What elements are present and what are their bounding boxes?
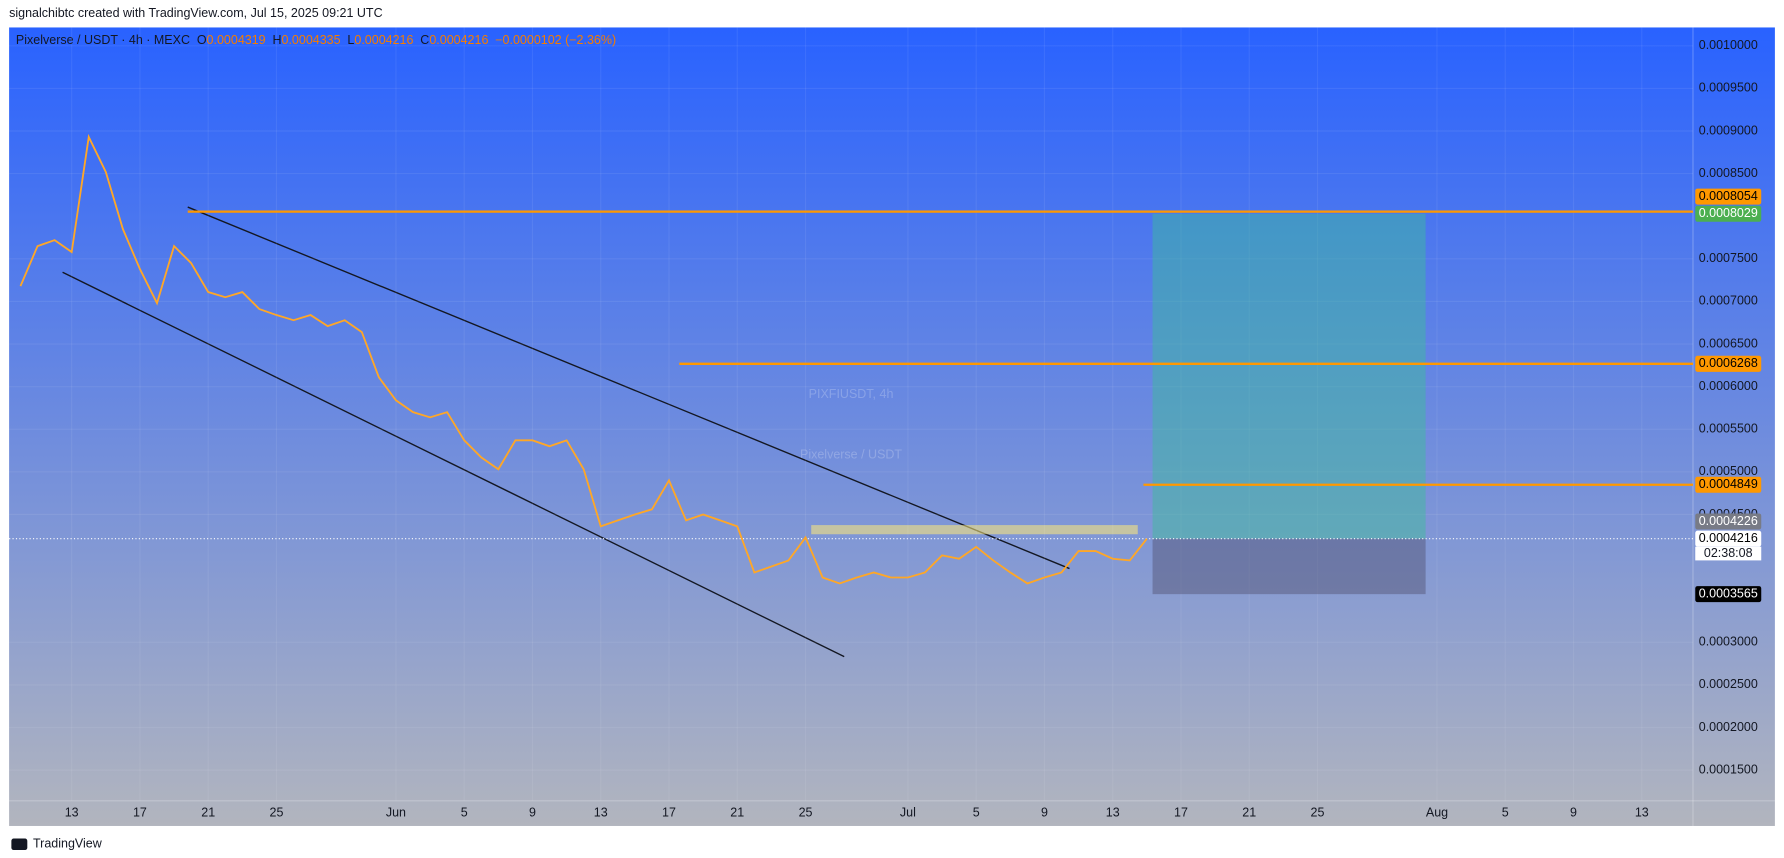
y-tick-label: 0.0006000 <box>1699 379 1758 393</box>
x-tick-label: 13 <box>65 806 79 820</box>
x-tick-label: Jun <box>386 806 406 820</box>
price-tag-label: 0.0008029 <box>1699 206 1758 220</box>
ohlc-value: 0.0004216 <box>354 33 413 47</box>
watermark-name: Pixelverse / USDT <box>800 448 902 462</box>
watermark-symbol: PIXFIUSDT, 4h <box>809 387 894 401</box>
price-tag <box>1695 205 1762 222</box>
x-tick-label: 9 <box>1041 806 1048 820</box>
price-tag-label: 0.0004849 <box>1699 477 1758 491</box>
price-tag-label: 0.0006268 <box>1699 356 1758 370</box>
ohlc-value: 0.0004319 <box>207 33 266 47</box>
y-tick-label: 0.0005000 <box>1699 464 1758 478</box>
y-tick-label: 0.0002500 <box>1699 677 1758 691</box>
ohlc-value: 0.0004216 <box>429 33 488 47</box>
y-tick-label: 0.0008500 <box>1699 166 1758 180</box>
price-tag-label: 0.0004226 <box>1699 514 1758 528</box>
x-tick-label: 5 <box>973 806 980 820</box>
legend: Pixelverse / USDT · 4h · MEXC O0.0004319 H… <box>16 33 616 47</box>
y-tick-label: 0.0009500 <box>1699 81 1758 95</box>
y-tick-label: 0.0010000 <box>1699 38 1758 52</box>
x-tick-label: 9 <box>1570 806 1577 820</box>
y-tick-label: 0.0001500 <box>1699 762 1758 776</box>
credit: signalchibtc created with TradingView.co… <box>9 6 383 20</box>
x-tick-label: 17 <box>133 806 147 820</box>
y-tick-label: 0.0003000 <box>1699 635 1758 649</box>
target-zone <box>1152 213 1426 539</box>
price-tag <box>1695 586 1762 603</box>
legend-symbol: Pixelverse / USDT · 4h · MEXC <box>16 33 190 47</box>
price-tag <box>1695 355 1762 372</box>
stop-zone <box>1152 538 1426 595</box>
watermark: PIXFIUSDT, 4h Pixelverse / USDT <box>800 387 902 462</box>
price-tag <box>1695 476 1762 493</box>
x-tick-label: 21 <box>1242 806 1256 820</box>
drawings <box>62 206 1138 658</box>
y-tick-label: 0.0009000 <box>1699 123 1758 137</box>
x-tick-label: 17 <box>662 806 676 820</box>
x-tick-label: 13 <box>1106 806 1120 820</box>
footer-logo: TradingView <box>11 837 103 851</box>
y-tick-label: 0.0007500 <box>1699 251 1758 265</box>
y-tick-label: 0.0006500 <box>1699 336 1758 350</box>
x-tick-label: 25 <box>270 806 284 820</box>
ohlc-label: C <box>420 33 429 47</box>
ohlc-label: H <box>272 33 281 47</box>
x-tick-label: 5 <box>461 806 468 820</box>
x-tick-label: Jul <box>900 806 916 820</box>
price-line <box>19 133 1148 585</box>
x-tick-label: 13 <box>1635 806 1649 820</box>
x-tick-label: Aug <box>1426 806 1448 820</box>
ohlc-value: 0.0004335 <box>282 33 341 47</box>
price-tag-label: 0.0003565 <box>1699 586 1758 600</box>
price-tag <box>1695 513 1762 530</box>
price-tag-label: 0.0004216 <box>1699 531 1758 545</box>
breakout-zone <box>811 525 1138 535</box>
x-tick-label: 9 <box>529 806 536 820</box>
logo-icon <box>11 838 28 850</box>
countdown: 02:38:08 <box>1704 546 1753 560</box>
price-tag-label: 0.0008054 <box>1699 189 1758 203</box>
ohlc-label: L <box>347 33 354 47</box>
legend-change: −0.0000102 (−2.36%) <box>495 33 616 47</box>
x-tick-label: 25 <box>1311 806 1325 820</box>
x-tick-label: 21 <box>730 806 744 820</box>
channel-lower <box>62 271 845 658</box>
channel-upper <box>187 206 1070 570</box>
y-tick-label: 0.0005500 <box>1699 422 1758 436</box>
countdown-box <box>1695 546 1762 561</box>
y-tick-label: 0.0002000 <box>1699 720 1758 734</box>
x-tick-label: 13 <box>594 806 608 820</box>
brand: TradingView <box>33 837 103 851</box>
x-tick-label: 5 <box>1502 806 1509 820</box>
x-tick-label: 25 <box>799 806 813 820</box>
x-tick-label: 21 <box>201 806 215 820</box>
price-tag <box>1695 188 1762 205</box>
chart-background <box>9 27 1775 826</box>
x-tick-label: 17 <box>1174 806 1188 820</box>
price-tag <box>1695 530 1762 547</box>
y-tick-label: 0.0007000 <box>1699 294 1758 308</box>
ohlc-label: O <box>197 33 207 47</box>
